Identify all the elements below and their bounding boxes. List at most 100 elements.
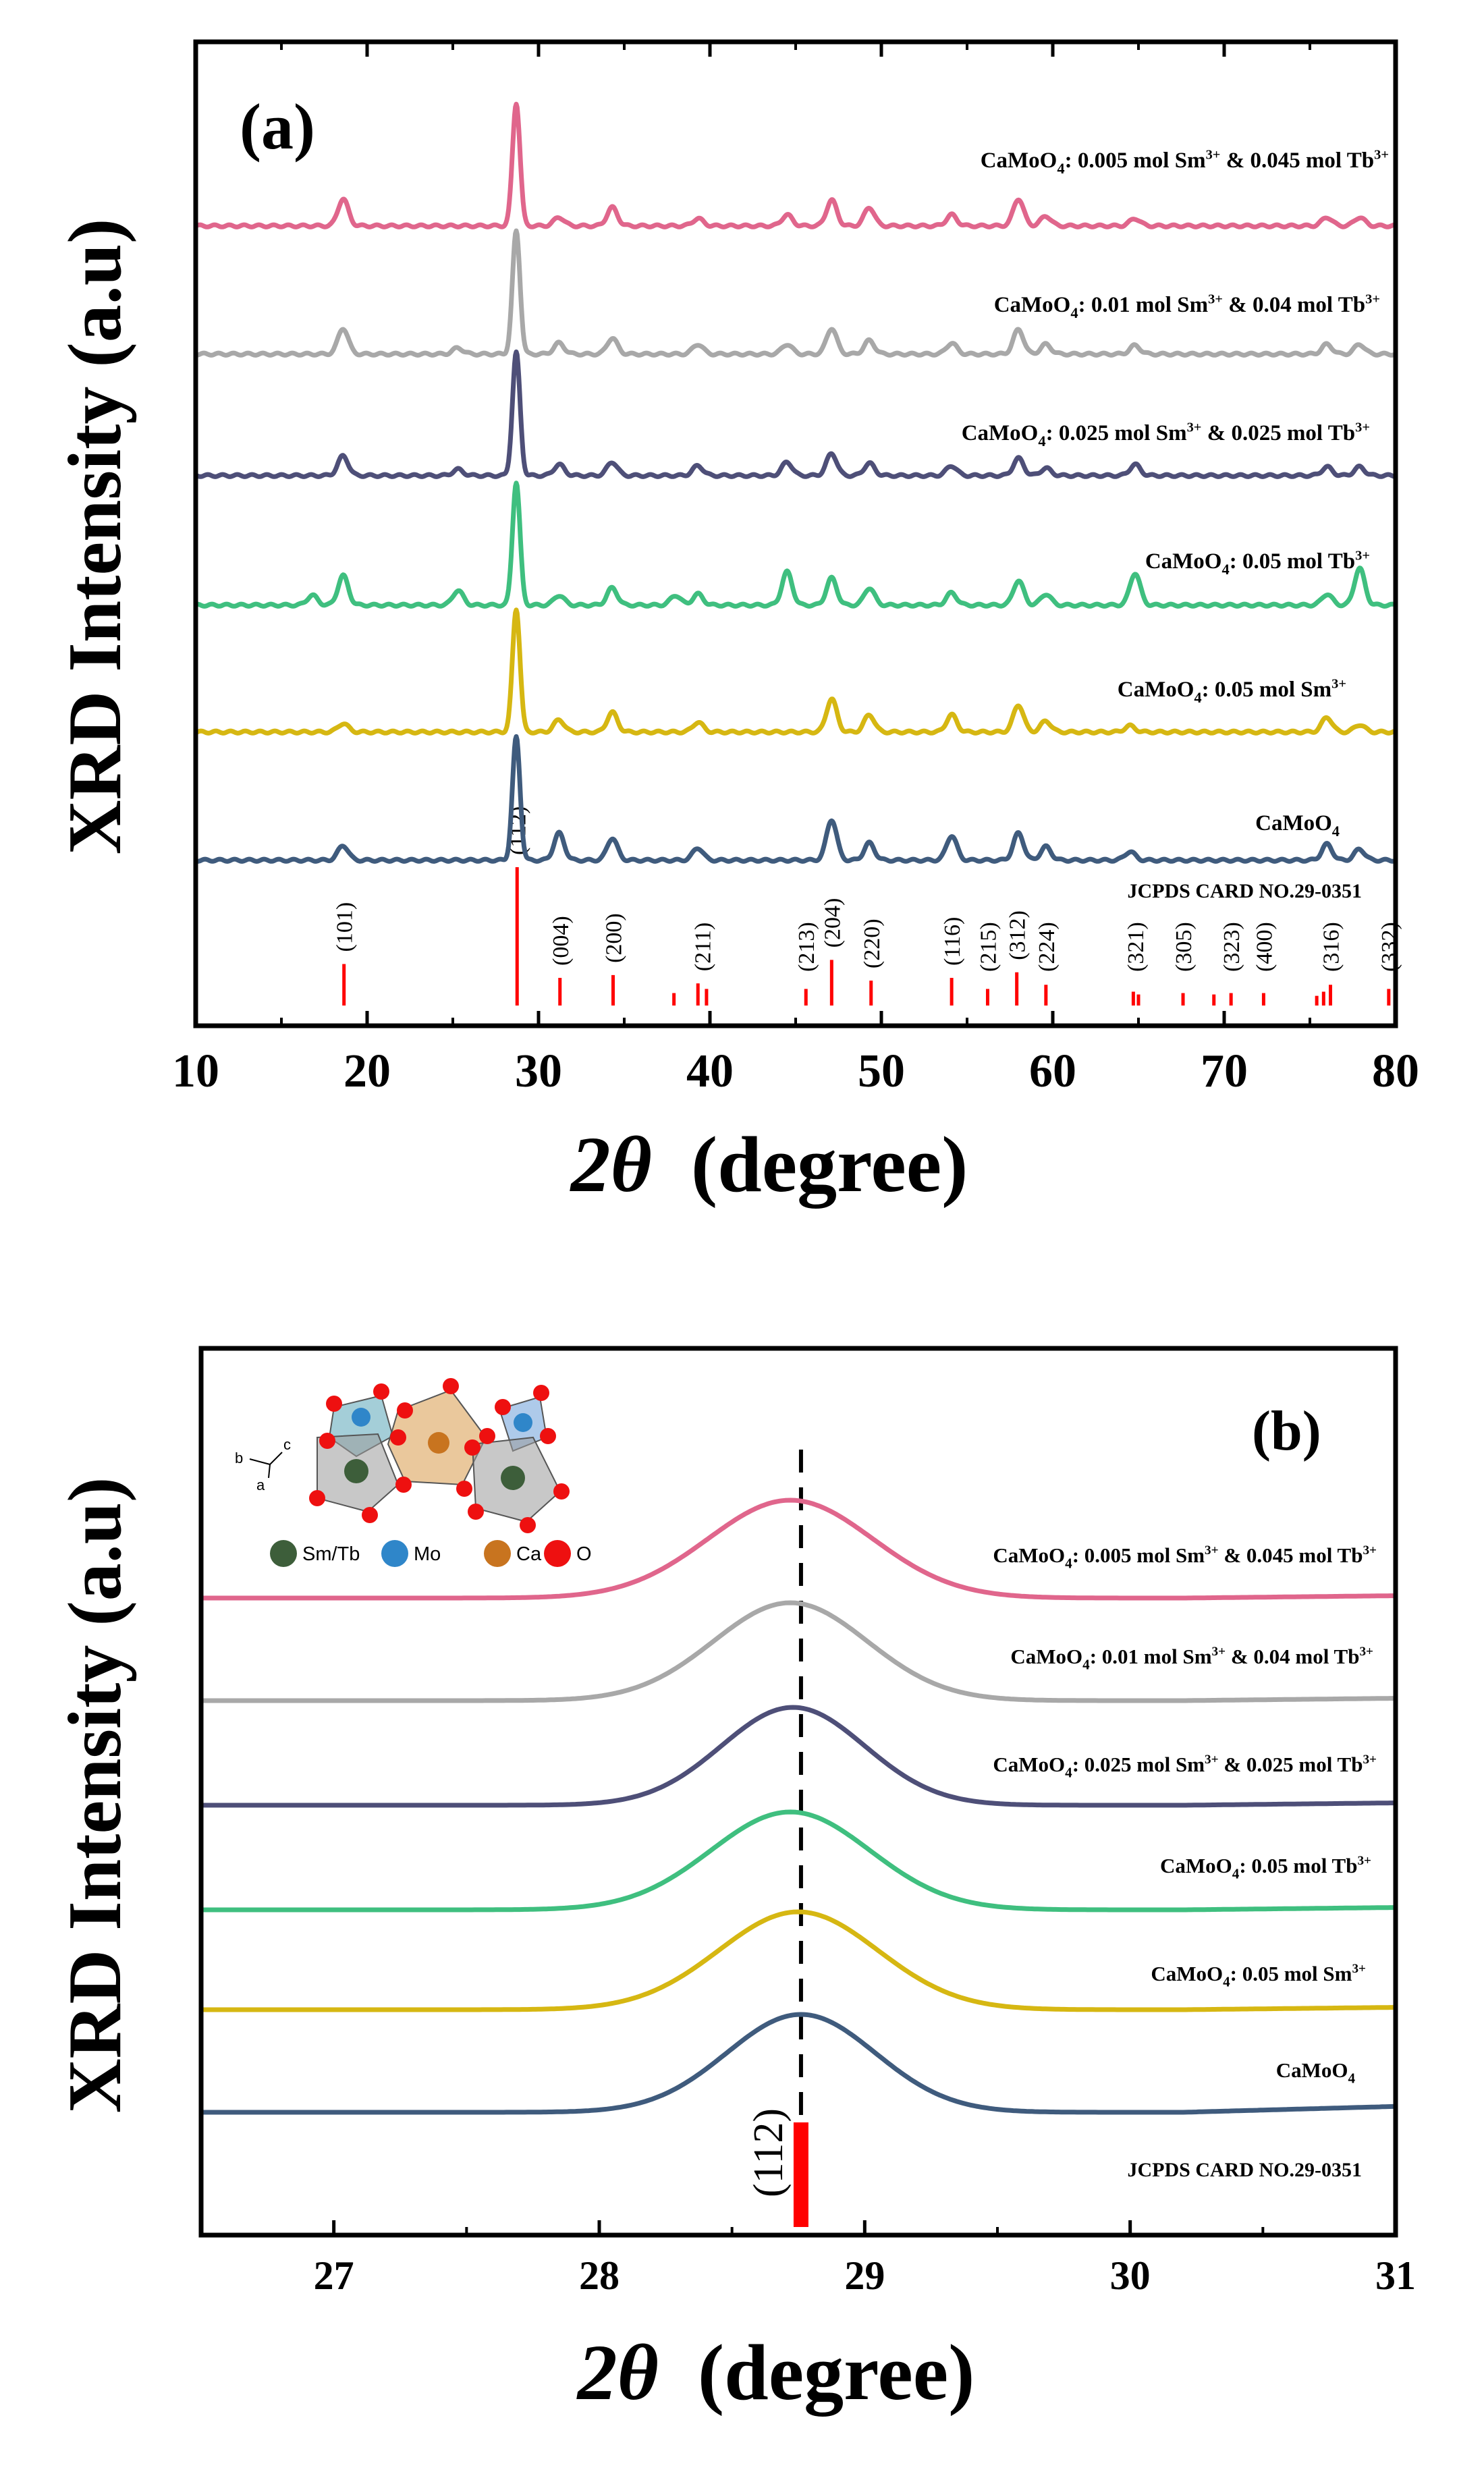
x-axis-title-unit: (degree) [691, 1120, 968, 1209]
label-superscript2: 3+ [1363, 1543, 1377, 1558]
x-tick-label: 70 [1201, 1045, 1248, 1097]
sm-tb-atom [501, 1466, 525, 1490]
xrd-trace-line [194, 228, 1398, 358]
xrd-peak-line [201, 2012, 1396, 2115]
crystal-structure-inset: b c a Sm/Tb Mo Ca O [235, 1378, 592, 1567]
label-compound: CaMoO [1276, 2058, 1348, 2082]
hkl-label: (004) [549, 916, 574, 966]
x-axis-title: 2θ (degree) [576, 2328, 975, 2417]
label-superscript: 3+ [1357, 1854, 1371, 1868]
x-tick-label: 80 [1372, 1045, 1419, 1097]
legend-swatch [484, 1540, 511, 1567]
label-dopant: : 0.05 mol Sm [1202, 678, 1332, 702]
label-dopant2: & 0.045 mol Tb [1220, 148, 1374, 173]
x-tick-label: 30 [515, 1045, 562, 1097]
label-subscript: 4 [1348, 2070, 1355, 2087]
label-compound: CaMoO [1255, 811, 1332, 835]
label-dopant: : 0.05 mol Tb [1239, 1854, 1357, 1877]
label-dopant2: & 0.04 mol Tb [1226, 1645, 1359, 1668]
oxygen-atom [553, 1483, 570, 1500]
oxygen-atom [456, 1481, 472, 1497]
oxygen-atom [520, 1517, 536, 1533]
legend-swatch [544, 1540, 571, 1567]
label-subscript: 4 [1057, 160, 1064, 177]
label-compound: CaMoO [1151, 1962, 1223, 1985]
xrd-trace-line [194, 734, 1398, 864]
hkl-label: (224) [1035, 922, 1060, 972]
oxygen-atom [362, 1507, 378, 1523]
panel-b: (112) JCPDS CARD NO.29-0351CaMoO4CaMoO4: … [53, 1346, 1416, 2417]
oxygen-atom [397, 1402, 413, 1419]
label-dopant2: & 0.045 mol Tb [1219, 1543, 1363, 1567]
axis-c-arrow [269, 1452, 283, 1465]
legend-label: Sm/Tb [302, 1543, 360, 1565]
hkl-label: (400) [1252, 922, 1277, 972]
label-dopant: : 0.05 mol Sm [1230, 1962, 1352, 1985]
label-dopant2: & 0.025 mol Tb [1219, 1753, 1363, 1776]
label-compound: CaMoO [1145, 549, 1222, 574]
label-superscript2: 3+ [1374, 147, 1389, 162]
axis-c-label: c [283, 1436, 291, 1453]
x-tick-label: 50 [858, 1045, 905, 1097]
label-dopant: : 0.01 mol Sm [1090, 1645, 1212, 1668]
label-subscript: 4 [1332, 823, 1340, 840]
oxygen-atom [373, 1383, 389, 1400]
sm-tb-atom [344, 1459, 368, 1483]
xrd-trace-line [194, 101, 1398, 229]
oxygen-atom [326, 1396, 342, 1412]
hkl-label: (204) [820, 898, 845, 948]
x-tick-label: 28 [579, 2253, 620, 2298]
hkl-label: (220) [860, 918, 885, 968]
x-tick-label: 31 [1375, 2253, 1416, 2298]
xrd-trace-line [194, 480, 1398, 609]
label-subscript: 4 [1070, 304, 1078, 321]
hkl-label: (312) [1006, 910, 1030, 960]
reference-label: JCPDS CARD NO.29-0351 [1128, 2159, 1363, 2181]
oxygen-atom [319, 1433, 335, 1449]
label-subscript: 4 [1194, 689, 1201, 706]
hkl-label: (101) [333, 902, 358, 952]
label-superscript: 3+ [1208, 292, 1223, 306]
oxygen-atom [540, 1428, 556, 1444]
x-axis-title-unit: (degree) [698, 2328, 975, 2417]
xrd-peak-line [201, 1497, 1396, 1601]
oxygen-atom [468, 1504, 484, 1520]
legend-label: O [576, 1543, 592, 1565]
series-label: CaMoO4: 0.01 mol Sm3+ & 0.04 mol Tb3+ [994, 292, 1380, 321]
mo-atom [352, 1408, 370, 1427]
hkl-label: (211) [691, 923, 716, 971]
label-superscript: 3+ [1355, 548, 1370, 563]
panel-a: (101)(112)(004) (200) (211) (213) (204) (220)… [53, 39, 1419, 1209]
axis-a-label: a [256, 1477, 265, 1493]
ca-atom [428, 1432, 449, 1454]
xrd-peak-line [201, 1809, 1396, 1913]
series-label: CaMoO4: 0.01 mol Sm3+ & 0.04 mol Tb3+ [1010, 1645, 1373, 1673]
xrd-peak-line [201, 1909, 1396, 2012]
hkl-label: (200) [601, 913, 626, 963]
x-axis-title-symbol: 2θ [576, 2328, 659, 2417]
oxygen-atom [395, 1477, 412, 1493]
x-tick-label: 29 [844, 2253, 885, 2298]
oxygen-atom [495, 1399, 511, 1415]
label-subscript: 4 [1038, 433, 1045, 449]
hkl-label: (323) [1219, 922, 1244, 972]
hkl-label: (215) [976, 922, 1001, 972]
legend-swatch [270, 1540, 297, 1567]
x-axis-title-symbol: 2θ [570, 1120, 652, 1209]
label-dopant: : 0.05 mol Tb [1230, 549, 1355, 574]
x-axis-title: 2θ (degree) [570, 1120, 968, 1209]
legend-label: Ca [516, 1543, 542, 1565]
xrd-trace-line [194, 607, 1398, 736]
panel-label-b: (b) [1252, 1400, 1321, 1462]
hkl-label: (305) [1172, 922, 1197, 972]
label-dopant2: & 0.04 mol Tb [1223, 293, 1365, 317]
panel-label-a: (a) [240, 90, 315, 163]
label-superscript: 3+ [1187, 420, 1202, 435]
label-compound: CaMoO [1160, 1854, 1232, 1877]
panel-b-frame [198, 1346, 1398, 2238]
hkl-label: (316) [1319, 922, 1344, 972]
axis-a-arrow [268, 1464, 271, 1479]
hkl-label: (321) [1124, 922, 1149, 972]
series-label: CaMoO4: 0.025 mol Sm3+ & 0.025 mol Tb3+ [962, 420, 1370, 449]
